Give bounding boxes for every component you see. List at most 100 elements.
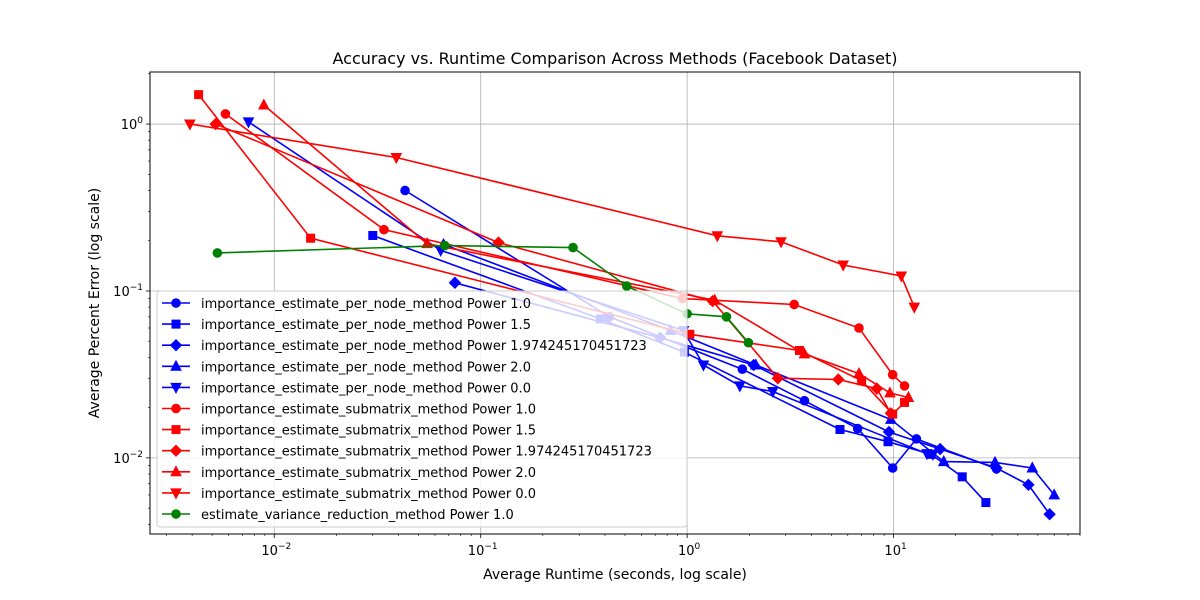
data-point — [184, 119, 196, 131]
legend-item: importance_estimate_per_node_method Powe… — [162, 297, 531, 312]
y-tick-label: 10−2 — [113, 450, 143, 467]
data-point — [899, 381, 910, 391]
legend-marker — [169, 444, 183, 457]
data-point — [697, 360, 710, 372]
data-point — [835, 424, 845, 434]
data-point — [887, 463, 898, 473]
legend-item: importance_estimate_per_node_method Powe… — [162, 381, 531, 396]
legend-marker — [171, 509, 181, 519]
data-point — [771, 372, 785, 385]
data-point — [957, 472, 967, 482]
legend-label: importance_estimate_per_node_method Powe… — [201, 381, 531, 396]
legend-item: importance_estimate_per_node_method Powe… — [162, 318, 531, 333]
data-point — [194, 90, 204, 100]
legend-box — [156, 290, 688, 528]
y-tick-label: 100 — [121, 116, 144, 133]
data-point — [1026, 461, 1039, 473]
legend-item: importance_estimate_submatrix_method Pow… — [162, 465, 536, 481]
data-point — [306, 233, 316, 243]
legend-label: importance_estimate_per_node_method Powe… — [201, 318, 531, 333]
data-point — [721, 312, 732, 322]
data-point — [448, 276, 462, 289]
legend-label: importance_estimate_submatrix_method Pow… — [201, 424, 536, 439]
data-point — [743, 337, 754, 348]
data-point — [887, 369, 898, 380]
legend-item: importance_estimate_submatrix_method Pow… — [162, 444, 652, 460]
legend-marker — [169, 338, 183, 352]
data-point — [837, 260, 850, 272]
legend-item: estimate_variance_reduction_method Power… — [162, 508, 514, 523]
data-point — [884, 407, 898, 420]
data-point — [1043, 507, 1056, 521]
data-point — [368, 230, 378, 240]
legend-marker — [171, 319, 181, 329]
x-tick-label: 10−2 — [261, 542, 291, 559]
legend-marker — [170, 382, 182, 394]
chart-title: Accuracy vs. Runtime Comparison Across M… — [333, 49, 898, 68]
data-point — [212, 248, 223, 258]
data-point — [749, 358, 762, 370]
legend-label: importance_estimate_submatrix_method Pow… — [201, 403, 536, 418]
data-point — [927, 449, 939, 461]
series-6 — [220, 109, 910, 391]
data-point — [708, 293, 721, 305]
data-point — [766, 386, 779, 399]
data-point — [711, 231, 724, 243]
legend-label: importance_estimate_submatrix_method Pow… — [201, 487, 536, 502]
data-point — [220, 109, 231, 119]
legend-label: importance_estimate_submatrix_method Pow… — [201, 445, 652, 460]
series-10 — [184, 119, 921, 314]
data-point — [1048, 488, 1061, 500]
data-point — [737, 364, 748, 374]
data-point — [400, 185, 410, 196]
data-point — [621, 281, 632, 291]
legend-marker — [170, 488, 182, 500]
legend-item: importance_estimate_submatrix_method Pow… — [162, 487, 536, 502]
data-point — [258, 98, 270, 110]
legend-marker — [170, 465, 182, 477]
legend-label: estimate_variance_reduction_method Power… — [201, 508, 514, 523]
data-point — [379, 224, 389, 235]
data-point — [568, 242, 578, 253]
legend-label: importance_estimate_per_node_method Powe… — [201, 360, 531, 375]
data-point — [882, 425, 896, 439]
x-tick-label: 100 — [678, 542, 701, 559]
data-point — [789, 299, 799, 310]
data-point — [989, 455, 1001, 467]
data-point — [390, 153, 403, 165]
legend-marker — [170, 359, 182, 371]
data-point — [734, 381, 746, 393]
data-point — [902, 390, 915, 403]
x-axis-label: Average Runtime (seconds, log scale) — [483, 567, 747, 583]
data-point — [242, 117, 255, 129]
data-point — [854, 323, 864, 333]
legend-label: importance_estimate_submatrix_method Pow… — [201, 466, 536, 481]
data-point — [209, 117, 222, 131]
data-point — [798, 347, 811, 359]
legend-label: importance_estimate_per_node_method Powe… — [201, 297, 531, 312]
legend-marker — [171, 403, 181, 414]
plot-frame — [149, 71, 1081, 535]
data-point — [937, 455, 950, 467]
legend-marker — [171, 298, 181, 308]
legend-items: importance_estimate_per_node_method Powe… — [162, 297, 652, 523]
data-point — [895, 271, 908, 283]
x-axis: 10−2 10−1 100 101 — [166, 534, 1081, 559]
x-tick-label: 10−1 — [468, 542, 498, 559]
data-point — [832, 373, 845, 386]
data-point — [1022, 478, 1035, 492]
data-point — [853, 366, 865, 379]
legend-item: importance_estimate_per_node_method Powe… — [162, 359, 531, 375]
data-point — [775, 237, 787, 249]
y-axis: 10−2 10−1 100 — [113, 73, 150, 525]
legend-item: importance_estimate_submatrix_method Pow… — [162, 424, 536, 439]
y-axis-label: Average Percent Error (log scale) — [87, 188, 103, 418]
data-point — [884, 386, 896, 398]
legend-marker — [171, 425, 181, 435]
y-tick-label: 10−1 — [113, 283, 143, 300]
x-tick-label: 101 — [884, 542, 906, 559]
data-point — [492, 236, 505, 249]
data-point — [908, 302, 921, 314]
legend-item: importance_estimate_submatrix_method Pow… — [162, 403, 536, 418]
